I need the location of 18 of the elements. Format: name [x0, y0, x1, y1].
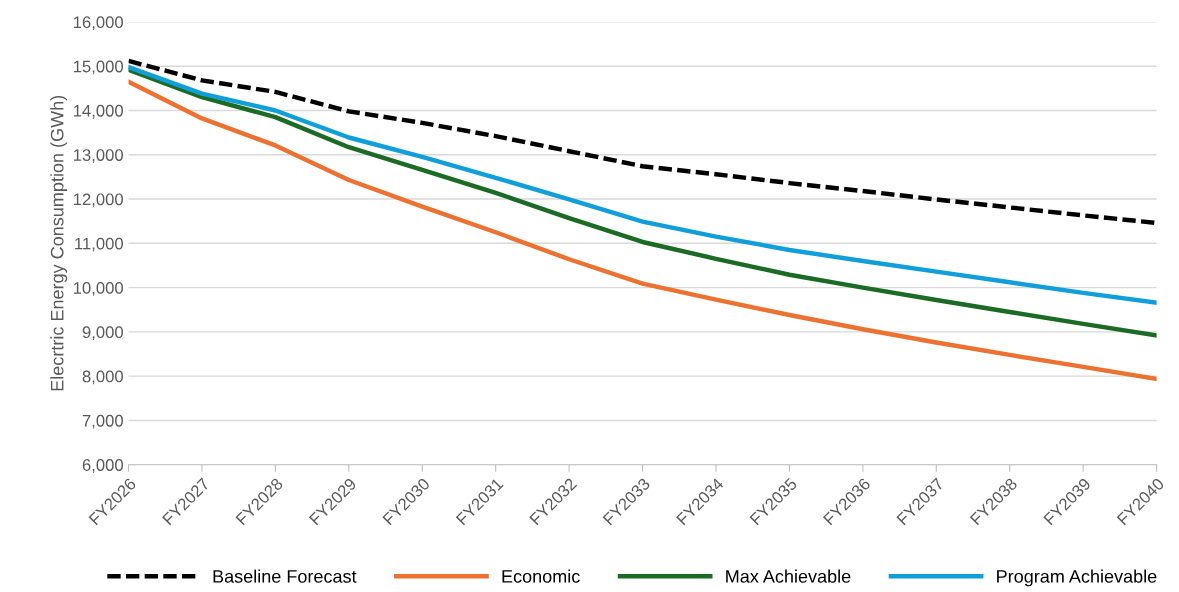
y-tick-label: 14,000	[73, 104, 123, 119]
legend-label: Baseline Forecast	[213, 569, 357, 583]
y-tick-label: 13,000	[73, 149, 123, 163]
y-tick-label: 6,000	[82, 459, 123, 473]
y-tick-label: 9,000	[82, 326, 123, 341]
y-tick-label: 10,000	[73, 281, 123, 296]
legend-label: Program Achievable	[997, 569, 1157, 587]
legend-label: Max Achievable	[726, 569, 851, 583]
y-tick-label: 8,000	[82, 370, 123, 385]
line-series	[128, 58, 1157, 226]
y-tick-label: 7,000	[82, 414, 123, 429]
y-tick-label: 12,000	[73, 193, 123, 208]
y-tick-label: 15,000	[73, 60, 123, 75]
legend-label: Economic	[502, 569, 580, 583]
y-tick-label: 11,000	[75, 237, 123, 252]
y-tick-label: 16,000	[73, 16, 123, 31]
line-series	[128, 79, 1157, 382]
y-axis-title: Elecrtric Energy Consumption (GWh)	[50, 95, 68, 391]
